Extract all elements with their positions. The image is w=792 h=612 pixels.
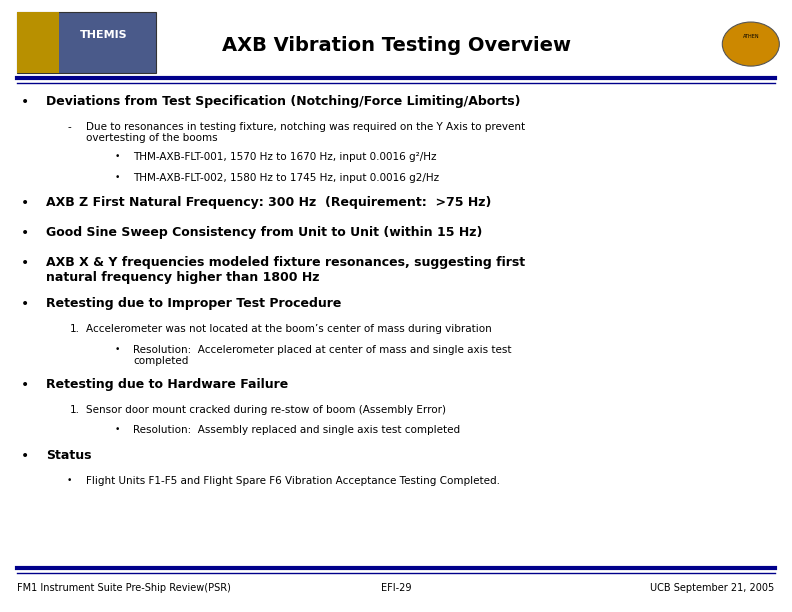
Text: Retesting due to Hardware Failure: Retesting due to Hardware Failure <box>46 378 288 391</box>
Text: •: • <box>21 449 29 463</box>
Text: Resolution:  Accelerometer placed at center of mass and single axis test
complet: Resolution: Accelerometer placed at cent… <box>133 345 512 366</box>
Text: Sensor door mount cracked during re-stow of boom (Assembly Error): Sensor door mount cracked during re-stow… <box>86 405 446 415</box>
Text: •: • <box>115 173 120 182</box>
Text: •: • <box>67 476 72 485</box>
Bar <box>17 12 156 73</box>
Text: THEMIS: THEMIS <box>79 31 128 40</box>
Text: Flight Units F1-F5 and Flight Spare F6 Vibration Acceptance Testing Completed.: Flight Units F1-F5 and Flight Spare F6 V… <box>86 476 500 485</box>
Text: THM-AXB-FLT-002, 1580 Hz to 1745 Hz, input 0.0016 g2/Hz: THM-AXB-FLT-002, 1580 Hz to 1745 Hz, inp… <box>133 173 440 182</box>
Text: ATHEN: ATHEN <box>743 34 759 39</box>
Text: Status: Status <box>46 449 91 461</box>
Text: THM-AXB-FLT-001, 1570 Hz to 1670 Hz, input 0.0016 g²/Hz: THM-AXB-FLT-001, 1570 Hz to 1670 Hz, inp… <box>133 152 436 162</box>
Text: UCB September 21, 2005: UCB September 21, 2005 <box>650 583 775 592</box>
Text: FM1 Instrument Suite Pre-Ship Review(PSR): FM1 Instrument Suite Pre-Ship Review(PSR… <box>17 583 231 592</box>
Text: AXB Vibration Testing Overview: AXB Vibration Testing Overview <box>222 35 570 55</box>
Text: AXB X & Y frequencies modeled fixture resonances, suggesting first
natural frequ: AXB X & Y frequencies modeled fixture re… <box>46 256 525 284</box>
Text: •: • <box>21 378 29 392</box>
Text: EFI-29: EFI-29 <box>381 583 411 592</box>
Text: -: - <box>68 122 71 132</box>
Text: •: • <box>21 256 29 270</box>
Text: •: • <box>21 297 29 312</box>
Text: Deviations from Test Specification (Notching/Force Limiting/Aborts): Deviations from Test Specification (Notc… <box>46 95 520 108</box>
Text: •: • <box>115 345 120 354</box>
Text: •: • <box>115 152 120 162</box>
Text: Resolution:  Assembly replaced and single axis test completed: Resolution: Assembly replaced and single… <box>133 425 460 435</box>
Text: Good Sine Sweep Consistency from Unit to Unit (within 15 Hz): Good Sine Sweep Consistency from Unit to… <box>46 226 482 239</box>
Bar <box>17 12 59 73</box>
Text: 1.: 1. <box>70 405 80 415</box>
Circle shape <box>722 22 779 66</box>
Text: •: • <box>21 196 29 210</box>
Text: •: • <box>21 95 29 109</box>
Text: 1.: 1. <box>70 324 80 334</box>
Text: Accelerometer was not located at the boom’s center of mass during vibration: Accelerometer was not located at the boo… <box>86 324 491 334</box>
Text: Retesting due to Improper Test Procedure: Retesting due to Improper Test Procedure <box>46 297 341 310</box>
Text: •: • <box>115 425 120 435</box>
Text: •: • <box>21 226 29 240</box>
Text: AXB Z First Natural Frequency: 300 Hz  (Requirement:  >75 Hz): AXB Z First Natural Frequency: 300 Hz (R… <box>46 196 491 209</box>
Text: Due to resonances in testing fixture, notching was required on the Y Axis to pre: Due to resonances in testing fixture, no… <box>86 122 524 143</box>
